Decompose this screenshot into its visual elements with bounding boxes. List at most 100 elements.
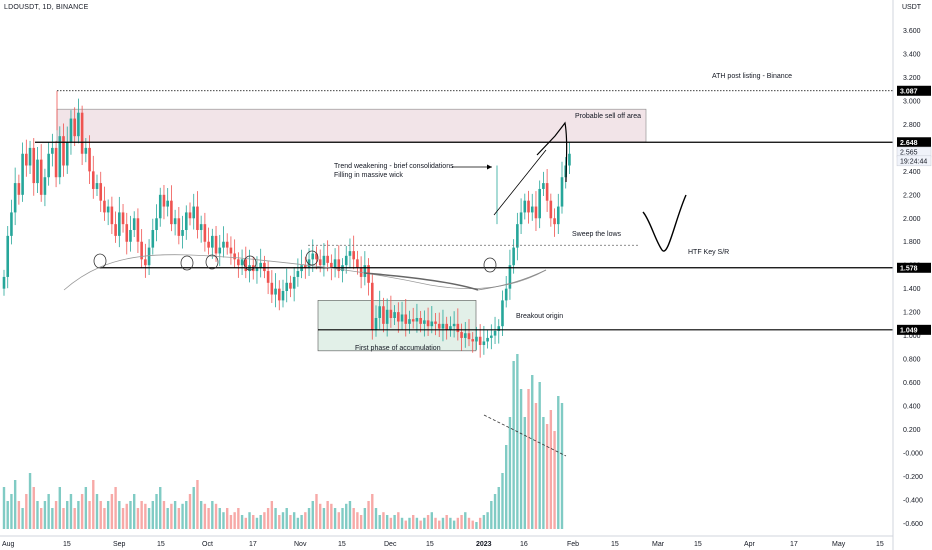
volume-bar — [166, 508, 169, 529]
candle-body — [192, 206, 196, 219]
volume-bar — [367, 501, 370, 529]
candle-body — [6, 235, 10, 277]
volume-bar — [211, 501, 214, 529]
candle-body — [125, 224, 129, 242]
candle-body — [177, 218, 181, 236]
moving-average-200 — [63, 254, 547, 291]
volume-trend-line — [483, 414, 567, 457]
volume-bar — [538, 382, 541, 529]
volume-bar — [542, 417, 545, 529]
candle-body — [307, 259, 311, 268]
candle-body — [456, 323, 460, 333]
candle-body — [58, 136, 62, 178]
price-tick-label: 1.000 — [903, 333, 921, 340]
candle-body — [475, 336, 478, 342]
volume-bar — [493, 494, 497, 529]
candle-body — [270, 282, 274, 295]
volume-bar — [69, 494, 73, 529]
volume-bar — [385, 515, 389, 529]
volume-bar — [6, 501, 9, 529]
candle-body — [91, 171, 95, 189]
volume-bar — [173, 501, 177, 529]
candle-body — [322, 255, 326, 266]
rally-trend-line — [493, 149, 547, 216]
volume-bar — [144, 503, 147, 529]
time-tick-label: 15 — [426, 541, 434, 548]
price-marker-label: 3.087 — [900, 88, 918, 95]
volume-bar — [311, 501, 314, 529]
price-tick-label: -0.200 — [903, 474, 923, 481]
price-tick-label: -0.600 — [903, 521, 923, 528]
candle-body — [542, 183, 545, 189]
candle-body — [441, 323, 445, 329]
volume-bar — [352, 508, 355, 529]
volume-bar — [66, 501, 69, 529]
volume-bar — [125, 503, 128, 529]
volume-bar — [155, 494, 158, 529]
price-tick-label: 3.600 — [903, 28, 921, 35]
volume-bar — [2, 487, 6, 529]
candle-body — [84, 147, 88, 154]
candle-body — [449, 326, 452, 330]
time-tick-label: Aug — [2, 541, 15, 548]
candle-body — [129, 230, 132, 242]
candle-body — [497, 326, 501, 331]
volume-bar — [10, 494, 13, 529]
volume-bar — [25, 494, 28, 529]
volume-bar — [426, 515, 430, 529]
price-tick-label: 2.200 — [903, 192, 921, 199]
candle-body — [452, 323, 456, 327]
touch-circle — [305, 250, 319, 266]
candle-body — [181, 230, 184, 236]
candle-body — [65, 142, 69, 166]
candle-body — [352, 251, 355, 260]
candle-body — [304, 265, 307, 268]
time-tick-label: 17 — [790, 541, 798, 548]
volume-bar — [84, 487, 88, 529]
volume-bar — [371, 494, 374, 529]
volume-bar — [341, 508, 344, 529]
volume-bar — [222, 512, 225, 529]
volume-bar — [47, 494, 50, 529]
volume-bar — [423, 517, 426, 529]
candle-body — [54, 147, 58, 178]
candle-body — [17, 183, 21, 195]
volume-bar — [471, 520, 474, 529]
time-tick-label: 15 — [876, 541, 884, 548]
volume-bar — [296, 517, 300, 529]
volume-bar — [330, 503, 333, 529]
volume-bar — [319, 503, 322, 529]
price-tick-label: 0.400 — [903, 403, 921, 410]
volume-bar — [531, 375, 534, 529]
candle-body — [408, 319, 411, 324]
trend-label-1: Trend weakening - brief consolidations — [334, 163, 454, 170]
time-tick-label: May — [832, 541, 846, 548]
volume-bar — [88, 501, 91, 529]
price-tick-label: 3.200 — [903, 75, 921, 82]
candle-body — [132, 218, 136, 231]
candle-body — [103, 200, 106, 213]
volume-bar — [192, 487, 195, 529]
candle-body — [73, 118, 76, 137]
volume-bar — [393, 515, 396, 529]
volume-bar — [557, 396, 560, 529]
volume-bar — [356, 512, 359, 529]
volume-bar — [434, 517, 437, 529]
time-tick-label: Nov — [294, 541, 307, 548]
price-marker — [897, 137, 931, 148]
volume-bar — [214, 503, 218, 529]
volume-bar — [181, 503, 184, 529]
candle-body — [445, 323, 448, 330]
candle-body — [21, 153, 24, 195]
volume-bar — [270, 501, 274, 529]
volume-bar — [441, 517, 445, 529]
volume-bar — [281, 512, 285, 529]
candle-body — [318, 259, 322, 266]
time-tick-label: 17 — [249, 541, 257, 548]
candle-body — [504, 288, 508, 301]
candle-body — [155, 218, 158, 231]
candle-body — [486, 337, 489, 342]
volume-bar — [501, 473, 504, 529]
volume-bar — [456, 517, 460, 529]
